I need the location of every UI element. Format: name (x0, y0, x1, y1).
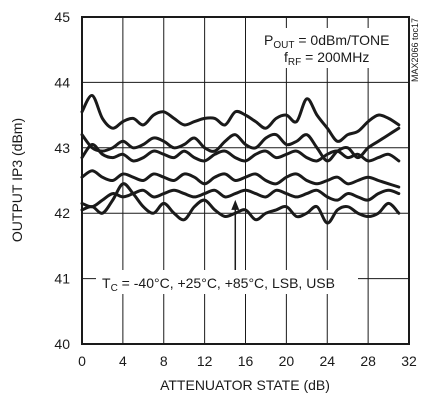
series-line-5 (80, 188, 401, 209)
series-line-2 (80, 126, 401, 163)
series-line-3 (80, 143, 401, 163)
y-tick-label: 44 (54, 74, 70, 90)
x-axis-title: ATTENUATOR STATE (dB) (160, 377, 330, 393)
y-axis-title: OUTPUT IP3 (dBm) (9, 118, 25, 242)
series-line-4 (80, 169, 401, 189)
condition-pout: POUT = 0dBm/TONE (264, 32, 390, 51)
series-line-6 (80, 182, 401, 225)
x-tick-label: 16 (238, 353, 254, 369)
x-tick-label: 28 (360, 353, 376, 369)
x-tick-label: 20 (279, 353, 295, 369)
y-tick-label: 43 (54, 140, 70, 156)
plot-frame (81, 16, 410, 345)
series-group (80, 94, 401, 225)
y-tick-label: 45 (54, 9, 70, 25)
temps-box (96, 270, 358, 294)
y-tick-label: 42 (54, 205, 70, 221)
temps-annotation: TC = -40°C, +25°C, +85°C, LSB, USB (102, 275, 335, 294)
x-tick-labels: 0 4 8 12 16 20 24 28 32 (78, 353, 417, 369)
x-tick-label: 32 (401, 353, 417, 369)
x-tick-label: 0 (78, 353, 86, 369)
arrow-head (231, 199, 240, 210)
y-tick-label: 40 (54, 336, 70, 352)
condition-frf: fRF = 200MHz (284, 49, 369, 68)
y-tick-labels: 40 41 42 43 44 45 (54, 9, 70, 352)
x-tick-label: 4 (119, 353, 127, 369)
y-tick-label: 41 (54, 271, 70, 287)
x-tick-label: 24 (319, 353, 335, 369)
x-tick-label: 12 (197, 353, 213, 369)
x-tick-label: 8 (160, 353, 168, 369)
condition-box (258, 28, 392, 68)
figure-id: MAX2066 toc17 (410, 18, 420, 82)
series-line-1 (80, 94, 401, 143)
